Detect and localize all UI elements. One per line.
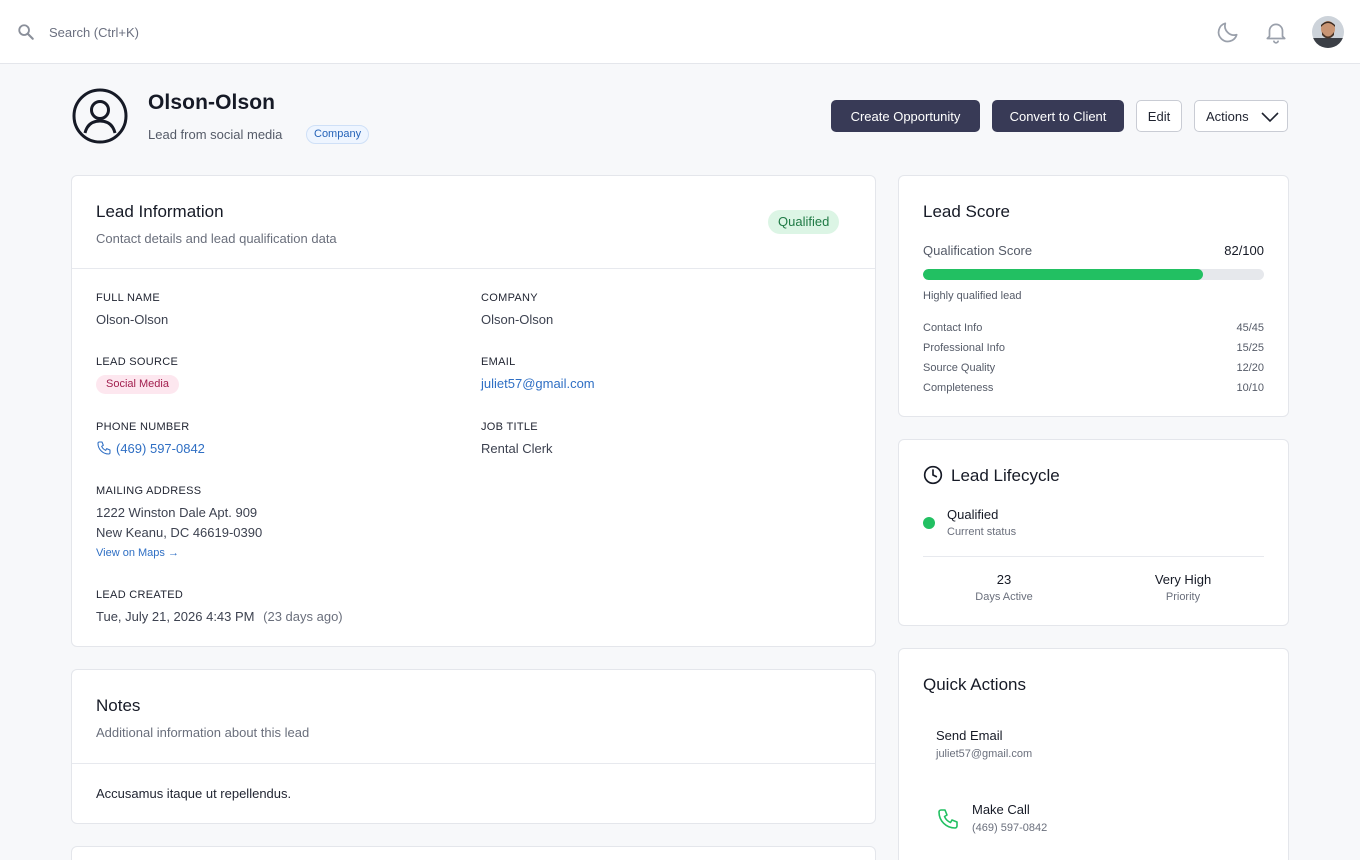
phone-link[interactable]: (469) 597-0842 <box>96 440 205 456</box>
status-badge: Qualified <box>768 210 840 234</box>
lead-created-value: Tue, July 21, 2026 4:43 PM (23 days ago) <box>96 609 343 624</box>
quick-actions-title: Quick Actions <box>923 675 1026 694</box>
lead-subtitle: Lead from social media <box>148 127 283 142</box>
create-opportunity-button[interactable]: Create Opportunity <box>831 100 980 132</box>
bell-icon[interactable] <box>1263 19 1289 45</box>
days-active-value: 23 <box>996 572 1012 587</box>
email-label: EMAIL <box>481 356 516 368</box>
notes-title: Notes <box>96 696 141 715</box>
priority-label: Priority <box>1165 591 1201 603</box>
score-row-value: 12/20 <box>1236 362 1264 374</box>
address-line-2: New Keanu, DC 46619-0390 <box>96 525 263 540</box>
send-email-action[interactable]: Send Email juliet57@gmail.com <box>923 725 1264 773</box>
divider <box>72 763 875 764</box>
priority-value: Very High <box>1154 572 1212 587</box>
send-email-sub: juliet57@gmail.com <box>936 748 1033 760</box>
email-link[interactable]: juliet57@gmail.com <box>481 376 595 391</box>
clock-icon <box>923 465 943 485</box>
phone-label: PHONE NUMBER <box>96 421 190 433</box>
company-label: COMPANY <box>481 292 538 304</box>
lead-created-ago: (23 days ago) <box>263 609 343 624</box>
search-icon <box>18 24 34 40</box>
score-row-label: Completeness <box>923 382 994 394</box>
divider <box>923 556 1264 557</box>
phone-number: (469) 597-0842 <box>116 440 205 456</box>
divider <box>72 268 875 269</box>
lead-information-description: Contact details and lead qualification d… <box>96 231 337 246</box>
lead-type-badge: Company <box>306 125 370 144</box>
score-row-label: Source Quality <box>923 362 996 374</box>
score-progress-fill <box>923 269 1203 280</box>
top-bar <box>0 0 1360 64</box>
lead-lifecycle-title: Lead Lifecycle <box>951 466 1060 485</box>
actions-label: Actions <box>1206 108 1249 124</box>
lifecycle-status-caption: Current status <box>947 526 1017 538</box>
send-email-label: Send Email <box>936 728 1003 743</box>
notes-description: Additional information about this lead <box>96 725 310 740</box>
view-on-maps-link[interactable]: View on Maps → <box>96 547 179 559</box>
score-row-value: 45/45 <box>1236 322 1264 334</box>
edit-button[interactable]: Edit <box>1136 100 1182 132</box>
qualification-score-label: Qualification Score <box>923 243 1033 258</box>
full-name-value: Olson-Olson <box>96 312 169 327</box>
score-row-label: Contact Info <box>923 322 983 334</box>
lead-created-date: Tue, July 21, 2026 4:43 PM <box>96 609 255 624</box>
lead-lifecycle-card: Lead Lifecycle Qualified Current status … <box>898 439 1289 626</box>
lead-information-card: Lead Information Contact details and lea… <box>71 175 876 647</box>
search-input[interactable] <box>49 20 449 44</box>
mailing-address-label: MAILING ADDRESS <box>96 485 202 497</box>
lead-source-label: LEAD SOURCE <box>96 356 179 368</box>
notes-body: Accusamus itaque ut repellendus. <box>96 786 292 801</box>
convert-to-client-button[interactable]: Convert to Client <box>992 100 1124 132</box>
days-active-label: Days Active <box>975 591 1033 603</box>
lead-information-title: Lead Information <box>96 202 224 221</box>
make-call-sub: (469) 597-0842 <box>972 822 1048 834</box>
page-title: Olson-Olson <box>148 91 276 114</box>
lead-source-badge: Social Media <box>96 375 179 394</box>
address-line-1: 1222 Winston Dale Apt. 909 <box>96 505 258 520</box>
phone-icon <box>938 809 958 829</box>
next-card <box>71 846 876 860</box>
score-summary: Highly qualified lead <box>923 290 1022 302</box>
quick-actions-card: Quick Actions Send Email juliet57@gmail.… <box>898 648 1289 860</box>
job-title-value: Rental Clerk <box>481 441 553 456</box>
score-progress-bar <box>923 269 1264 280</box>
make-call-label: Make Call <box>972 802 1030 817</box>
full-name-label: FULL NAME <box>96 292 161 304</box>
avatar[interactable] <box>1312 16 1344 48</box>
score-row-value: 10/10 <box>1236 382 1264 394</box>
phone-icon <box>97 441 111 455</box>
lead-score-card: Lead Score Qualification Score 82/100 Hi… <box>898 175 1289 417</box>
chevron-down-icon <box>1261 112 1279 123</box>
moon-icon[interactable] <box>1215 19 1241 45</box>
score-row-label: Professional Info <box>923 342 1005 354</box>
make-call-action[interactable]: Make Call (469) 597-0842 <box>923 799 1264 847</box>
qualification-score-value: 82/100 <box>1224 243 1264 258</box>
lifecycle-status: Qualified <box>947 507 999 522</box>
job-title-label: JOB TITLE <box>481 421 538 433</box>
status-dot <box>923 517 935 529</box>
lead-created-label: LEAD CREATED <box>96 589 184 601</box>
company-value: Olson-Olson <box>481 312 554 327</box>
notes-card: Notes Additional information about this … <box>71 669 876 824</box>
user-circle-icon <box>72 88 128 144</box>
actions-dropdown[interactable]: Actions <box>1194 100 1288 132</box>
score-row-value: 15/25 <box>1236 342 1264 354</box>
lead-score-title: Lead Score <box>923 202 1010 221</box>
